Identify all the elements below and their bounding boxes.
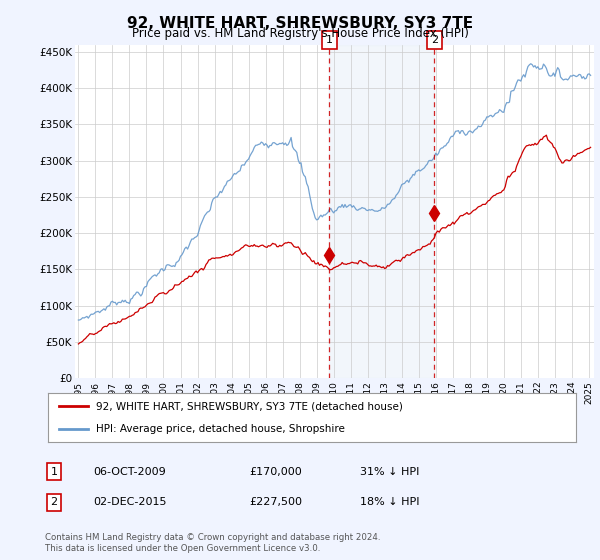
Text: 92, WHITE HART, SHREWSBURY, SY3 7TE: 92, WHITE HART, SHREWSBURY, SY3 7TE — [127, 16, 473, 31]
Text: HPI: Average price, detached house, Shropshire: HPI: Average price, detached house, Shro… — [95, 424, 344, 434]
Text: £170,000: £170,000 — [249, 466, 302, 477]
Text: 92, WHITE HART, SHREWSBURY, SY3 7TE (detached house): 92, WHITE HART, SHREWSBURY, SY3 7TE (det… — [95, 402, 403, 412]
Text: 1: 1 — [50, 466, 58, 477]
Text: Price paid vs. HM Land Registry's House Price Index (HPI): Price paid vs. HM Land Registry's House … — [131, 27, 469, 40]
Text: 02-DEC-2015: 02-DEC-2015 — [93, 497, 167, 507]
Text: 31% ↓ HPI: 31% ↓ HPI — [360, 466, 419, 477]
Text: 1: 1 — [326, 35, 333, 45]
Text: 06-OCT-2009: 06-OCT-2009 — [93, 466, 166, 477]
Text: 18% ↓ HPI: 18% ↓ HPI — [360, 497, 419, 507]
Text: £227,500: £227,500 — [249, 497, 302, 507]
Text: 2: 2 — [50, 497, 58, 507]
Text: 2: 2 — [431, 35, 438, 45]
Bar — [329, 45, 434, 378]
Text: Contains HM Land Registry data © Crown copyright and database right 2024.
This d: Contains HM Land Registry data © Crown c… — [45, 533, 380, 553]
